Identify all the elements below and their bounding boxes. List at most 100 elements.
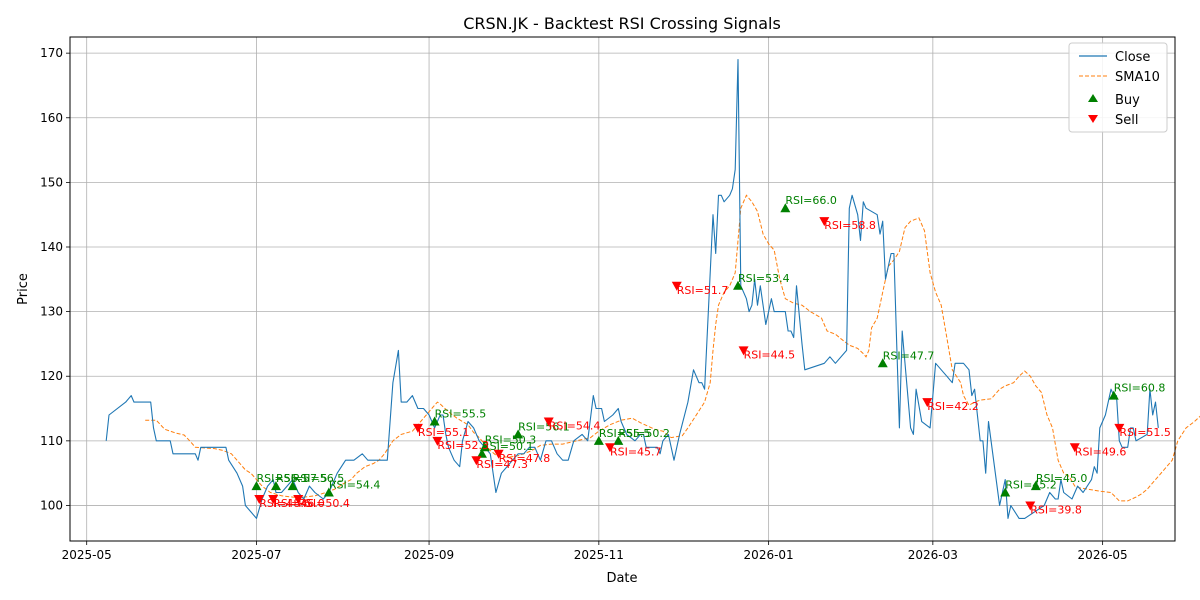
- sell-annotation: RSI=39.8: [1030, 503, 1082, 516]
- sell-marker: [819, 217, 830, 227]
- y-tick-label: 150: [40, 175, 63, 189]
- sell-marker: [604, 443, 615, 453]
- buy-marker: [429, 416, 440, 426]
- buy-annotation: RSI=57.5: [276, 472, 328, 485]
- buy-annotation: RSI=55.5: [599, 427, 651, 440]
- y-tick-label: 110: [40, 434, 63, 448]
- buy-marker: [613, 435, 624, 445]
- buy-annotation: RSI=45.0: [1036, 472, 1088, 485]
- buy-marker: [1030, 481, 1041, 491]
- buy-annotation: RSI=47.7: [883, 349, 935, 362]
- buy-annotation: RSI=53.4: [738, 272, 790, 285]
- sma10-series: [145, 194, 1200, 502]
- x-tick-label: 2026-01: [744, 548, 794, 562]
- close-line: [105, 59, 1159, 519]
- sell-marker: [432, 436, 443, 446]
- buy-annotation: RSI=54.4: [329, 479, 381, 492]
- grid-lines: [70, 37, 1175, 541]
- buy-marker: [1108, 390, 1119, 400]
- sell-annotation: RSI=42.2: [927, 400, 979, 413]
- sell-marker: [1069, 443, 1080, 453]
- x-tick-label: 2026-05: [1078, 548, 1128, 562]
- signal-markers: RSI=56.1RSI=57.5RSI=56.5RSI=54.4RSI=55.5…: [251, 194, 1171, 516]
- buy-marker: [593, 435, 604, 445]
- sell-annotation: RSI=50.4: [298, 497, 350, 510]
- sell-annotation: RSI=58.8: [824, 219, 876, 232]
- sell-annotation: RSI=52.3: [437, 439, 489, 452]
- y-tick-label: 170: [40, 46, 63, 60]
- buy-annotation: RSI=66.0: [785, 194, 837, 207]
- buy-marker: [877, 358, 888, 368]
- sell-marker: [268, 495, 279, 504]
- chart-title: CRSN.JK - Backtest RSI Crossing Signals: [463, 14, 781, 33]
- x-tick-label: 2025-09: [404, 548, 454, 562]
- sell-annotation: RSI=46.0: [273, 497, 325, 510]
- sell-marker: [493, 449, 504, 459]
- plot-frame: [69, 36, 1176, 542]
- y-tick-label: 160: [40, 111, 63, 125]
- buy-marker: [780, 203, 791, 213]
- legend-close-label: Close: [1115, 50, 1150, 65]
- buy-annotation: RSI=56.1: [518, 420, 570, 433]
- sell-marker: [293, 495, 304, 504]
- buy-annotation: RSI=55.5: [435, 407, 487, 420]
- x-tick-label: 2026-03: [908, 548, 958, 562]
- sell-annotation: RSI=44.5: [744, 348, 796, 361]
- sell-annotation: RSI=47.3: [476, 458, 528, 471]
- sell-annotation: RSI=49.6: [1075, 445, 1127, 458]
- buy-marker: [270, 481, 281, 491]
- sell-annotation: RSI=54.4: [549, 419, 601, 432]
- legend-sell-label: Sell: [1115, 113, 1138, 128]
- y-axis-label: Price: [16, 273, 31, 305]
- sell-annotation: RSI=51.5: [1119, 426, 1171, 439]
- x-tick-label: 2025-07: [231, 548, 281, 562]
- legend-buy-marker: [1088, 94, 1098, 102]
- x-tick-label: 2025-05: [62, 548, 112, 562]
- legend-sell-marker: [1088, 115, 1098, 123]
- sell-marker: [412, 423, 423, 433]
- buy-marker: [251, 481, 262, 491]
- y-axis: 100 110 120 130 140 150 160 170: [40, 46, 70, 512]
- sell-marker: [922, 398, 933, 408]
- legend-buy-label: Buy: [1115, 93, 1140, 108]
- buy-annotation: RSI=50.2: [618, 427, 670, 440]
- sell-annotation: RSI=47.8: [499, 452, 551, 465]
- buy-annotation: RSI=50.3: [485, 433, 537, 446]
- legend: Close SMA10 Buy Sell: [1068, 42, 1168, 133]
- sell-marker: [471, 456, 482, 466]
- buy-marker: [476, 448, 487, 458]
- sell-marker: [671, 281, 682, 291]
- buy-marker: [733, 280, 744, 290]
- sell-marker: [1114, 423, 1125, 433]
- sell-annotation: RSI=45.7: [610, 445, 662, 458]
- buy-annotation: RSI=50.1: [482, 440, 534, 453]
- buy-annotation: RSI=56.5: [293, 472, 345, 485]
- x-axis-label: Date: [606, 571, 637, 586]
- sell-annotation: RSI=55.1: [418, 426, 470, 439]
- legend-box: [1068, 42, 1168, 133]
- x-tick-label: 2025-11: [574, 548, 624, 562]
- sell-marker: [254, 495, 265, 504]
- y-tick-label: 140: [40, 240, 63, 254]
- buy-marker: [479, 442, 490, 452]
- sell-marker: [738, 346, 749, 356]
- sell-marker: [1025, 501, 1036, 511]
- legend-sma10-label: SMA10: [1115, 70, 1160, 85]
- buy-marker: [323, 487, 334, 497]
- close-series: [105, 59, 1159, 519]
- x-axis: 2025-05 2025-07 2025-09 2025-11 2026-01 2026-…: [62, 541, 1128, 562]
- buy-marker: [1000, 487, 1011, 497]
- sma10-line: [145, 194, 1200, 502]
- buy-annotation: RSI=56.1: [256, 472, 308, 485]
- y-tick-label: 120: [40, 369, 63, 383]
- sell-annotation: RSI=51.7: [677, 284, 729, 297]
- buy-annotation: RSI=45.2: [1005, 479, 1057, 492]
- buy-marker: [287, 481, 298, 491]
- y-tick-label: 100: [40, 498, 63, 512]
- buy-annotation: RSI=60.8: [1114, 382, 1166, 395]
- y-tick-label: 130: [40, 305, 63, 319]
- sell-marker: [543, 417, 554, 427]
- buy-marker: [513, 429, 524, 439]
